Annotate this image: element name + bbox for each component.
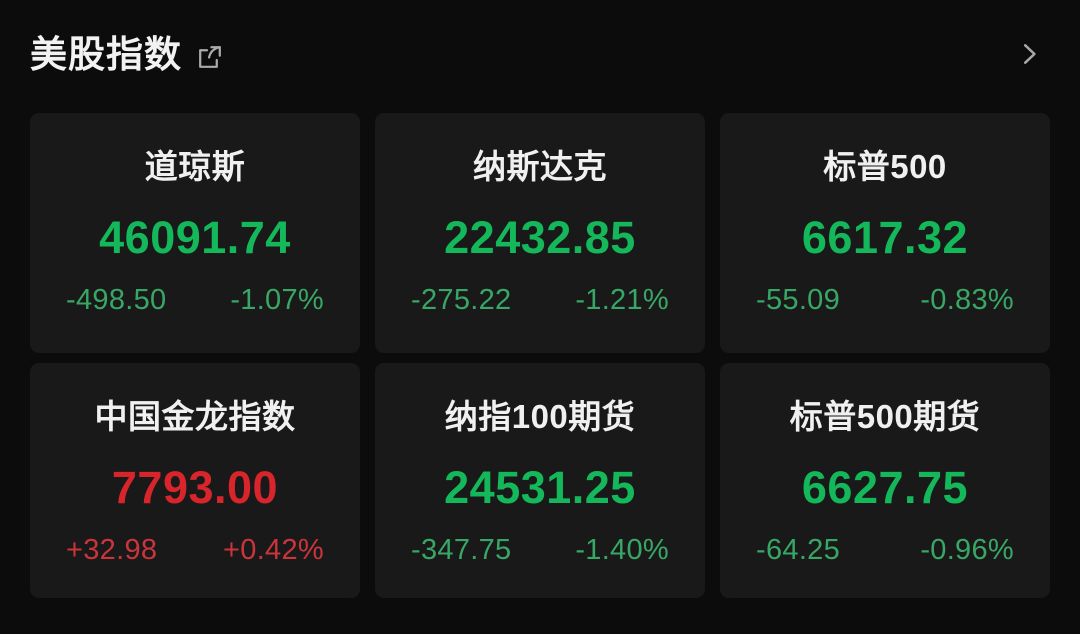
index-card[interactable]: 标普500 6617.32 -55.09 -0.83% bbox=[720, 113, 1050, 353]
index-name: 道琼斯 bbox=[144, 148, 246, 185]
index-value: 24531.25 bbox=[444, 462, 636, 514]
index-change: -498.50 bbox=[66, 283, 167, 316]
header-title-group[interactable]: 美股指数 bbox=[30, 36, 1016, 73]
index-change: +32.98 bbox=[66, 533, 158, 566]
index-change: -275.22 bbox=[411, 283, 512, 316]
index-change-pct: -0.83% bbox=[920, 283, 1014, 316]
index-value: 46091.74 bbox=[99, 212, 291, 264]
index-delta-row: -347.75 -1.40% bbox=[389, 533, 691, 567]
index-card[interactable]: 标普500期货 6627.75 -64.25 -0.96% bbox=[720, 363, 1050, 598]
index-name: 中国金龙指数 bbox=[94, 398, 296, 435]
index-delta-row: -64.25 -0.96% bbox=[734, 533, 1036, 567]
index-name: 标普500期货 bbox=[789, 398, 981, 435]
index-name: 标普500 bbox=[823, 148, 947, 185]
index-card-grid: 道琼斯 46091.74 -498.50 -1.07% 纳斯达克 22432.8… bbox=[30, 113, 1050, 598]
index-value: 22432.85 bbox=[444, 212, 636, 264]
index-card[interactable]: 道琼斯 46091.74 -498.50 -1.07% bbox=[30, 113, 360, 353]
index-card[interactable]: 中国金龙指数 7793.00 +32.98 +0.42% bbox=[30, 363, 360, 598]
index-delta-row: -275.22 -1.21% bbox=[389, 283, 691, 317]
page-title: 美股指数 bbox=[30, 33, 182, 75]
index-change-pct: -1.07% bbox=[230, 283, 324, 316]
index-delta-row: -55.09 -0.83% bbox=[734, 283, 1036, 317]
index-change: -55.09 bbox=[756, 283, 841, 316]
external-link-icon[interactable] bbox=[196, 43, 224, 71]
index-delta-row: -498.50 -1.07% bbox=[44, 283, 346, 317]
index-value: 7793.00 bbox=[111, 462, 279, 514]
index-value: 6627.75 bbox=[801, 462, 969, 514]
index-change: -347.75 bbox=[411, 533, 512, 566]
section-header: 美股指数 bbox=[0, 0, 1080, 108]
index-name: 纳斯达克 bbox=[473, 148, 607, 185]
index-name: 纳指100期货 bbox=[444, 398, 636, 435]
index-change-pct: -0.96% bbox=[920, 533, 1014, 566]
index-card[interactable]: 纳指100期货 24531.25 -347.75 -1.40% bbox=[375, 363, 705, 598]
index-change-pct: -1.21% bbox=[575, 283, 669, 316]
index-change-pct: -1.40% bbox=[575, 533, 669, 566]
chevron-right-icon[interactable] bbox=[1016, 41, 1042, 67]
index-value: 6617.32 bbox=[801, 212, 969, 264]
index-change-pct: +0.42% bbox=[223, 533, 324, 566]
index-delta-row: +32.98 +0.42% bbox=[44, 533, 346, 567]
index-card[interactable]: 纳斯达克 22432.85 -275.22 -1.21% bbox=[375, 113, 705, 353]
index-change: -64.25 bbox=[756, 533, 841, 566]
